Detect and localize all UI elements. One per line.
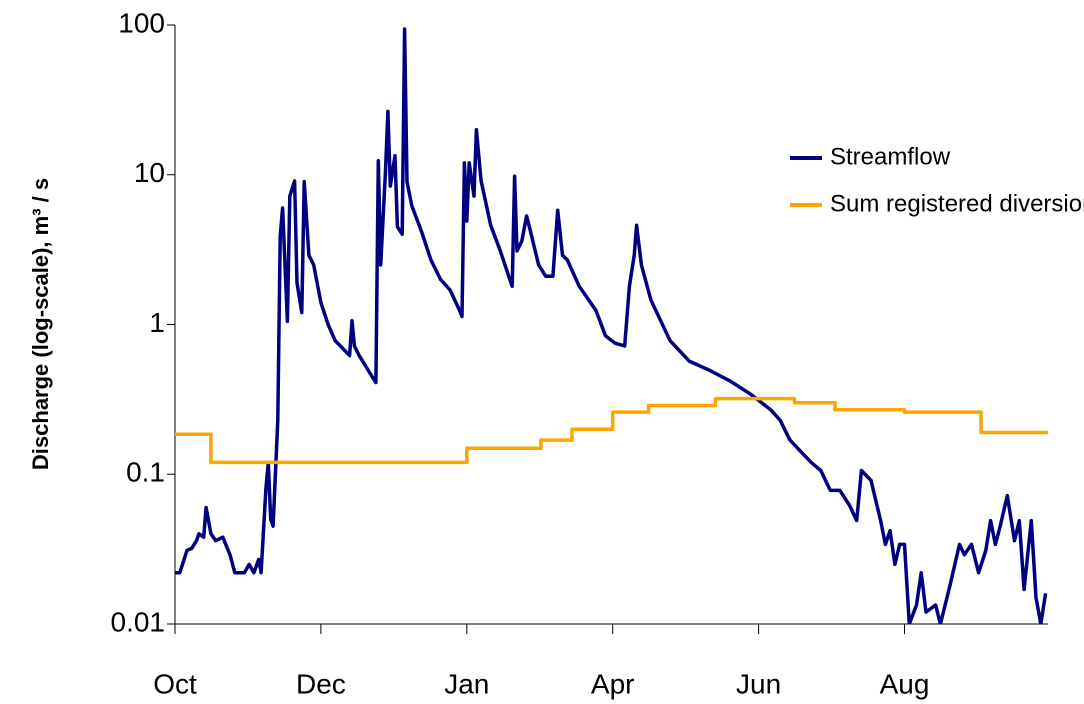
x-tick-label: Jun bbox=[736, 668, 781, 699]
y-tick-label: 0.01 bbox=[111, 606, 166, 637]
y-tick-label: 100 bbox=[118, 7, 165, 38]
y-tick-label: 10 bbox=[134, 157, 165, 188]
y-tick-label: 1 bbox=[149, 307, 165, 338]
x-tick-label: Aug bbox=[880, 668, 930, 699]
series-line bbox=[175, 27, 1048, 624]
legend-label: Sum registered diversions bbox=[830, 190, 1084, 217]
x-tick-label: Oct bbox=[153, 668, 197, 699]
x-tick-label: Dec bbox=[296, 668, 346, 699]
legend-label: Streamflow bbox=[830, 143, 951, 170]
x-tick-label: Jan bbox=[444, 668, 489, 699]
series-line bbox=[175, 396, 1048, 465]
y-tick-label: 0.1 bbox=[126, 457, 165, 488]
y-axis-title: Discharge (log-scale), m³ / s bbox=[28, 178, 53, 470]
x-tick-label: Apr bbox=[591, 668, 635, 699]
